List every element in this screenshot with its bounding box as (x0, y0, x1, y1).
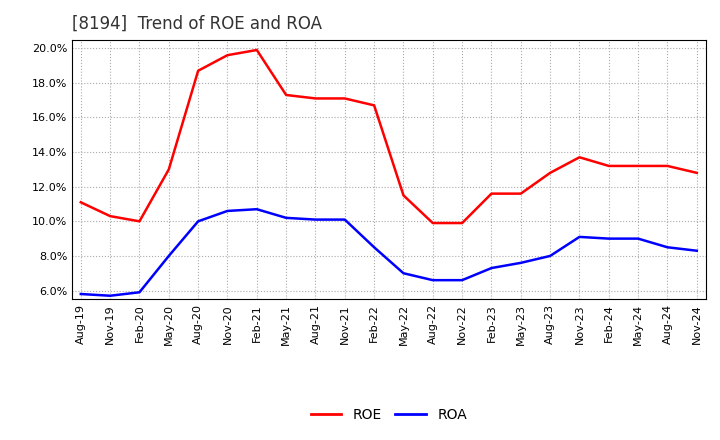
ROA (76, 291, 85, 297)
ROE (428, 220, 437, 226)
ROE (693, 170, 701, 176)
ROE (575, 154, 584, 160)
ROE (282, 92, 290, 98)
ROA (546, 253, 554, 259)
ROE (194, 68, 202, 73)
Line: ROE: ROE (81, 50, 697, 223)
ROE (76, 200, 85, 205)
ROA (458, 278, 467, 283)
ROE (253, 48, 261, 53)
ROA (282, 215, 290, 220)
ROE (458, 220, 467, 226)
ROA (164, 253, 173, 259)
ROE (106, 213, 114, 219)
ROA (693, 248, 701, 253)
ROE (399, 193, 408, 198)
ROE (487, 191, 496, 196)
ROA (575, 234, 584, 239)
ROE (341, 96, 349, 101)
ROA (605, 236, 613, 241)
ROE (223, 52, 232, 58)
ROA (253, 206, 261, 212)
ROE (546, 170, 554, 176)
ROA (428, 278, 437, 283)
ROA (399, 271, 408, 276)
ROE (135, 219, 144, 224)
ROA (106, 293, 114, 298)
ROA (516, 260, 525, 265)
ROA (341, 217, 349, 222)
ROA (311, 217, 320, 222)
Text: [8194]  Trend of ROE and ROA: [8194] Trend of ROE and ROA (72, 15, 322, 33)
ROE (164, 167, 173, 172)
Line: ROA: ROA (81, 209, 697, 296)
ROE (370, 103, 379, 108)
ROA (223, 208, 232, 213)
ROE (634, 163, 642, 169)
ROA (135, 290, 144, 295)
ROE (516, 191, 525, 196)
ROA (487, 265, 496, 271)
ROA (194, 219, 202, 224)
ROE (311, 96, 320, 101)
Legend: ROE, ROA: ROE, ROA (305, 402, 472, 427)
ROA (370, 245, 379, 250)
ROA (634, 236, 642, 241)
ROE (605, 163, 613, 169)
ROA (663, 245, 672, 250)
ROE (663, 163, 672, 169)
